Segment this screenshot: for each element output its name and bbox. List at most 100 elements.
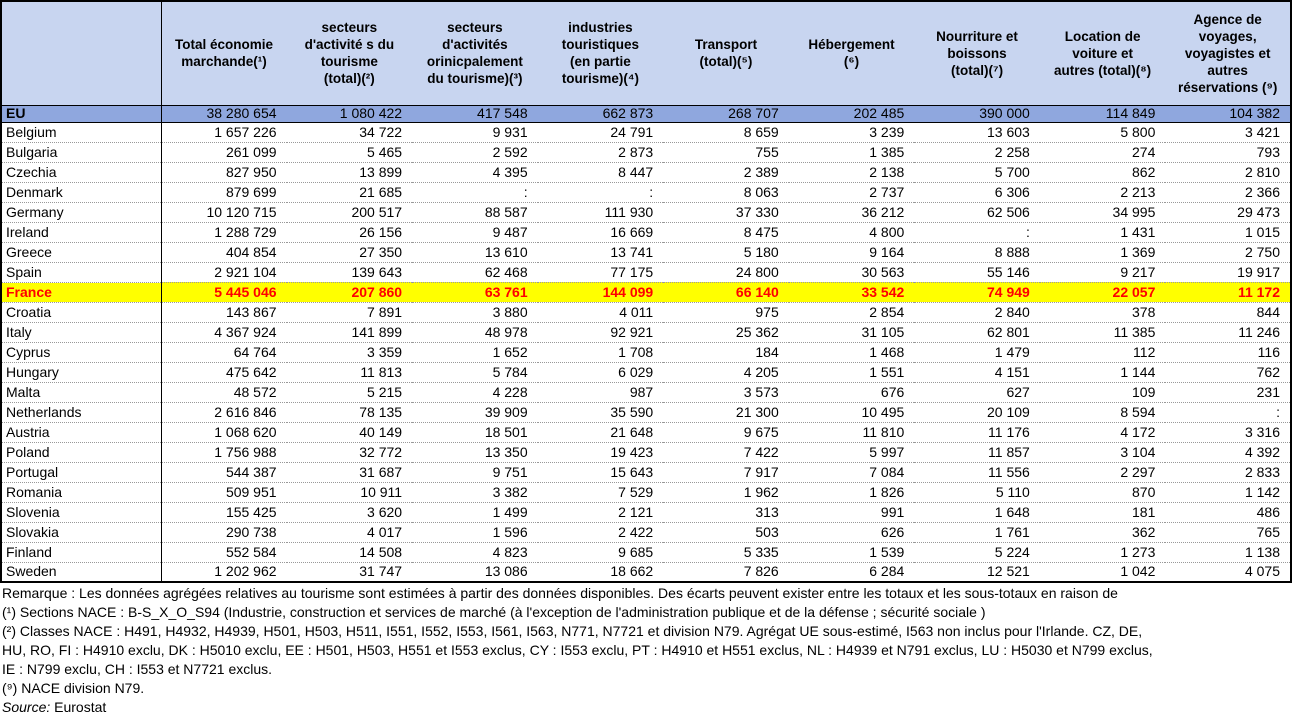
value-cell: 8 063 bbox=[663, 182, 789, 203]
value-cell: : bbox=[1165, 402, 1291, 423]
eu-value-cell: 662 873 bbox=[537, 104, 664, 123]
country-cell: Czechia bbox=[1, 162, 162, 183]
value-cell: 63 761 bbox=[412, 282, 538, 303]
value-cell: 2 737 bbox=[788, 182, 915, 203]
value-cell: 3 316 bbox=[1165, 422, 1291, 443]
value-cell: 793 bbox=[1165, 142, 1291, 163]
value-cell: 13 741 bbox=[537, 242, 664, 263]
value-cell: 139 643 bbox=[286, 262, 413, 283]
value-cell: 2 840 bbox=[914, 302, 1040, 323]
value-cell: 378 bbox=[1039, 302, 1166, 323]
value-cell: 34 995 bbox=[1039, 202, 1166, 223]
value-cell: 4 367 924 bbox=[161, 322, 287, 343]
value-cell: 31 687 bbox=[286, 462, 413, 483]
value-cell: 36 212 bbox=[788, 202, 915, 223]
value-cell: 33 542 bbox=[788, 282, 915, 303]
value-cell: 11 556 bbox=[914, 462, 1040, 483]
value-cell: 25 362 bbox=[663, 322, 789, 343]
table-row: Belgium 1 657 226 34 722 9 931 24 791 8 659 3 … bbox=[1, 122, 1291, 143]
value-cell: 5 335 bbox=[663, 542, 789, 563]
value-cell: 5 180 bbox=[663, 242, 789, 263]
value-cell: 261 099 bbox=[161, 142, 287, 163]
value-cell: 503 bbox=[663, 522, 789, 543]
country-cell: Belgium bbox=[1, 122, 162, 143]
value-cell: 4 172 bbox=[1039, 422, 1166, 443]
value-cell: 7 826 bbox=[663, 562, 789, 583]
country-cell: Netherlands bbox=[1, 402, 162, 423]
value-cell: 844 bbox=[1165, 302, 1291, 323]
value-cell: 755 bbox=[663, 142, 789, 163]
value-cell: 1 652 bbox=[412, 342, 538, 363]
country-cell: Italy bbox=[1, 322, 162, 343]
value-cell: 627 bbox=[914, 382, 1040, 403]
value-cell: 11 857 bbox=[914, 442, 1040, 463]
country-cell: Bulgaria bbox=[1, 142, 162, 163]
value-cell: 1 042 bbox=[1039, 562, 1166, 583]
value-cell: 2 750 bbox=[1165, 242, 1291, 263]
value-cell: 2 873 bbox=[537, 142, 664, 163]
country-cell: France bbox=[1, 282, 162, 303]
header-row: Total économie marchande(¹) secteurs d'ac… bbox=[1, 1, 1291, 106]
value-cell: 66 140 bbox=[663, 282, 789, 303]
country-cell: Sweden bbox=[1, 562, 162, 583]
value-cell: 21 685 bbox=[286, 182, 413, 203]
value-cell: 5 215 bbox=[286, 382, 413, 403]
value-cell: 1 826 bbox=[788, 482, 915, 503]
value-cell: 6 029 bbox=[537, 362, 664, 383]
table-row: Malta 48 572 5 215 4 228 987 3 573 676 627 109 23… bbox=[1, 382, 1291, 403]
value-cell: 2 121 bbox=[537, 502, 664, 523]
value-cell: 9 685 bbox=[537, 542, 664, 563]
table-row: Romania 509 951 10 911 3 382 7 529 1 962 1 826… bbox=[1, 482, 1291, 503]
value-cell: 509 951 bbox=[161, 482, 287, 503]
value-cell: 1 479 bbox=[914, 342, 1040, 363]
value-cell: 116 bbox=[1165, 342, 1291, 363]
country-cell: Denmark bbox=[1, 182, 162, 203]
eu-value-cell: 1 080 422 bbox=[286, 104, 413, 123]
value-cell: 26 156 bbox=[286, 222, 413, 243]
value-cell: 1 015 bbox=[1165, 222, 1291, 243]
value-cell: 5 997 bbox=[788, 442, 915, 463]
value-cell: 5 110 bbox=[914, 482, 1040, 503]
value-cell: 55 146 bbox=[914, 262, 1040, 283]
country-cell: Spain bbox=[1, 262, 162, 283]
value-cell: 8 659 bbox=[663, 122, 789, 143]
table-row: Ireland 1 288 729 26 156 9 487 16 669 8 475 4 … bbox=[1, 222, 1291, 243]
value-cell: 10 911 bbox=[286, 482, 413, 503]
value-cell: 4 205 bbox=[663, 362, 789, 383]
value-cell: 144 099 bbox=[537, 282, 664, 303]
column-header: Location de voiture et autres (total)(⁸) bbox=[1039, 1, 1166, 106]
value-cell: 19 423 bbox=[537, 442, 664, 463]
value-cell: 4 151 bbox=[914, 362, 1040, 383]
value-cell: 74 949 bbox=[914, 282, 1040, 303]
value-cell: 141 899 bbox=[286, 322, 413, 343]
value-cell: : bbox=[914, 222, 1040, 243]
value-cell: 2 138 bbox=[788, 162, 915, 183]
column-header: Total économie marchande(¹) bbox=[161, 1, 287, 106]
value-cell: 991 bbox=[788, 502, 915, 523]
country-cell: Malta bbox=[1, 382, 162, 403]
value-cell: 3 382 bbox=[412, 482, 538, 503]
table-row: Austria 1 068 620 40 149 18 501 21 648 9 675 1… bbox=[1, 422, 1291, 443]
value-cell: 64 764 bbox=[161, 342, 287, 363]
value-cell: 18 501 bbox=[412, 422, 538, 443]
value-cell: 39 909 bbox=[412, 402, 538, 423]
value-cell: 1 761 bbox=[914, 522, 1040, 543]
value-cell: 8 594 bbox=[1039, 402, 1166, 423]
table-row: Bulgaria 261 099 5 465 2 592 2 873 755 1 385 2 … bbox=[1, 142, 1291, 163]
value-cell: 2 592 bbox=[412, 142, 538, 163]
value-cell: 21 300 bbox=[663, 402, 789, 423]
value-cell: 40 149 bbox=[286, 422, 413, 443]
country-cell: Cyprus bbox=[1, 342, 162, 363]
footnote-line: HU, RO, FI : H4910 exclu, DK : H5010 exc… bbox=[2, 642, 1153, 658]
value-cell: 1 962 bbox=[663, 482, 789, 503]
value-cell: 870 bbox=[1039, 482, 1166, 503]
value-cell: 1 288 729 bbox=[161, 222, 287, 243]
table-row: Sweden 1 202 962 31 747 13 086 18 662 7 826 6 … bbox=[1, 562, 1291, 583]
value-cell: 1 138 bbox=[1165, 542, 1291, 563]
value-cell: 10 120 715 bbox=[161, 202, 287, 223]
table-row: Italy 4 367 924 141 899 48 978 92 921 25 362 3… bbox=[1, 322, 1291, 343]
table-row: Hungary 475 642 11 813 5 784 6 029 4 205 1 551… bbox=[1, 362, 1291, 383]
value-cell: 1 273 bbox=[1039, 542, 1166, 563]
value-cell: 5 800 bbox=[1039, 122, 1166, 143]
value-cell: 35 590 bbox=[537, 402, 664, 423]
